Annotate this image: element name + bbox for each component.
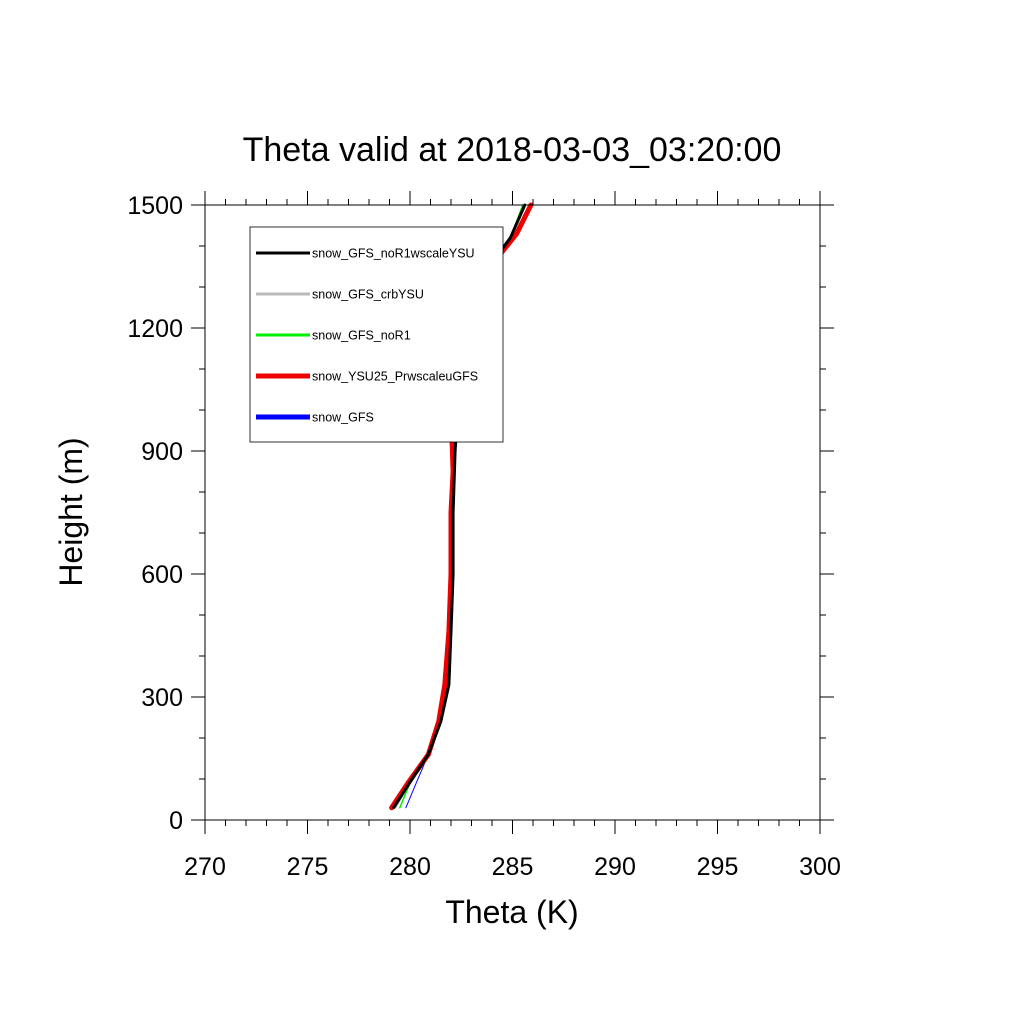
x-tick-label: 295 xyxy=(697,853,739,881)
y-tick-label: 1500 xyxy=(127,192,183,220)
x-tick-label: 270 xyxy=(184,853,226,881)
y-axis-label: Height (m) xyxy=(53,437,89,586)
x-tick-label: 275 xyxy=(287,853,329,881)
x-tick-label: 290 xyxy=(594,853,636,881)
legend-label: snow_GFS_noR1wscaleYSU xyxy=(312,247,475,261)
y-tick-label: 600 xyxy=(141,561,183,589)
y-tick-label: 1200 xyxy=(127,315,183,343)
x-tick-label: 280 xyxy=(389,853,431,881)
x-tick-label: 300 xyxy=(799,853,841,881)
y-tick-label: 300 xyxy=(141,684,183,712)
y-tick-label: 0 xyxy=(169,807,183,835)
legend-label: snow_GFS xyxy=(312,411,374,425)
legend-label: snow_GFS_crbYSU xyxy=(312,288,424,302)
x-tick-label: 285 xyxy=(492,853,534,881)
legend-label: snow_YSU25_PrwscaleuGFS xyxy=(312,370,478,384)
x-axis-label: Theta (K) xyxy=(445,894,578,930)
axes-layer: 270 275 280 285 290 295 300 0 300 600 900 1200 1500 xyxy=(127,191,841,881)
chart-title: Theta valid at 2018-03-03_03:20:00 xyxy=(243,131,782,169)
legend: snow_GFS_noR1wscaleYSU snow_GFS_crbYSUsno… xyxy=(249,226,504,443)
y-tick-label: 900 xyxy=(141,438,183,466)
legend-label: snow_GFS_noR1 xyxy=(312,329,411,343)
